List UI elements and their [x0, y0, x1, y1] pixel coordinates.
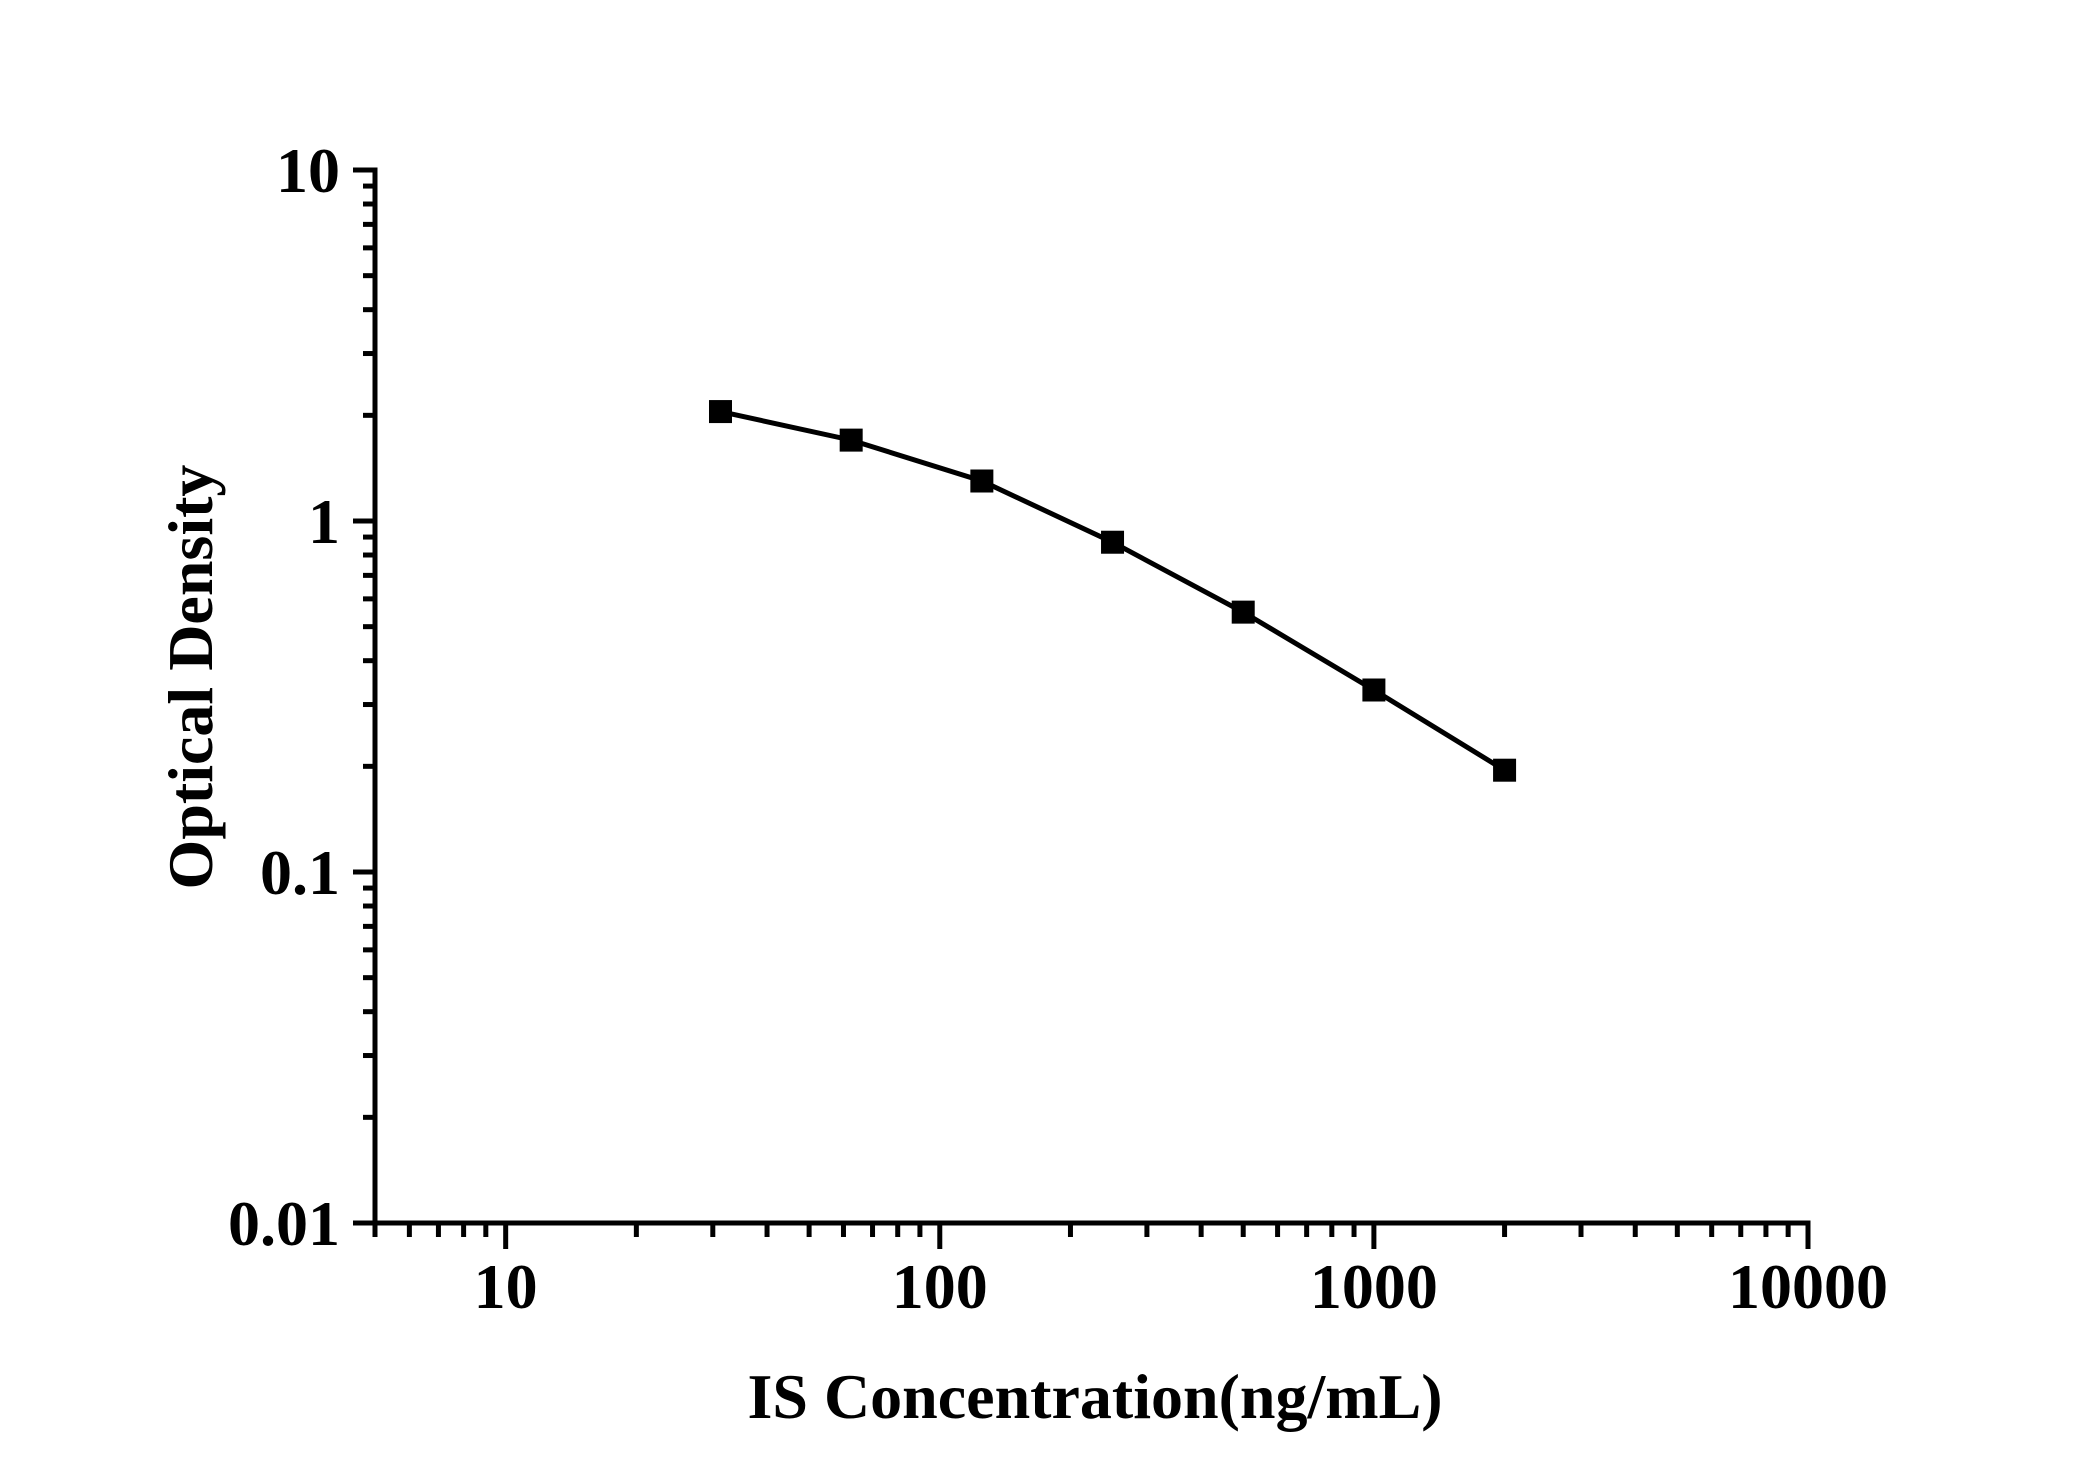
y-tick-label: 10: [276, 135, 340, 206]
x-axis-ticks: [372, 1223, 1811, 1249]
y-tick-labels: 10 1 0.1 0.01: [228, 135, 340, 1259]
data-point-marker: [1231, 600, 1255, 624]
x-tick-labels: 10 100 1000 10000: [474, 1251, 1888, 1322]
x-tick-label: 1000: [1310, 1251, 1438, 1322]
data-point-marker: [839, 428, 863, 452]
y-axis-title: Optical Density: [155, 465, 226, 890]
y-tick-label: 0.1: [260, 837, 340, 908]
data-point-marker: [1101, 530, 1125, 554]
y-tick-label: 1: [308, 486, 340, 557]
y-axis-ticks: [353, 167, 375, 1226]
x-axis-title: IS Concentration(ng/mL): [747, 1361, 1442, 1432]
data-point-marker: [1493, 758, 1517, 782]
y-tick-label: 0.01: [228, 1188, 340, 1259]
data-point-marker: [970, 469, 994, 493]
data-point-marker: [1362, 678, 1386, 702]
x-tick-label: 100: [892, 1251, 988, 1322]
x-tick-label: 10000: [1728, 1251, 1888, 1322]
x-tick-label: 10: [474, 1251, 538, 1322]
axes: [372, 167, 1811, 1226]
data-series: [708, 400, 1517, 782]
data-point-marker: [708, 400, 732, 424]
series-line: [719, 409, 1506, 773]
